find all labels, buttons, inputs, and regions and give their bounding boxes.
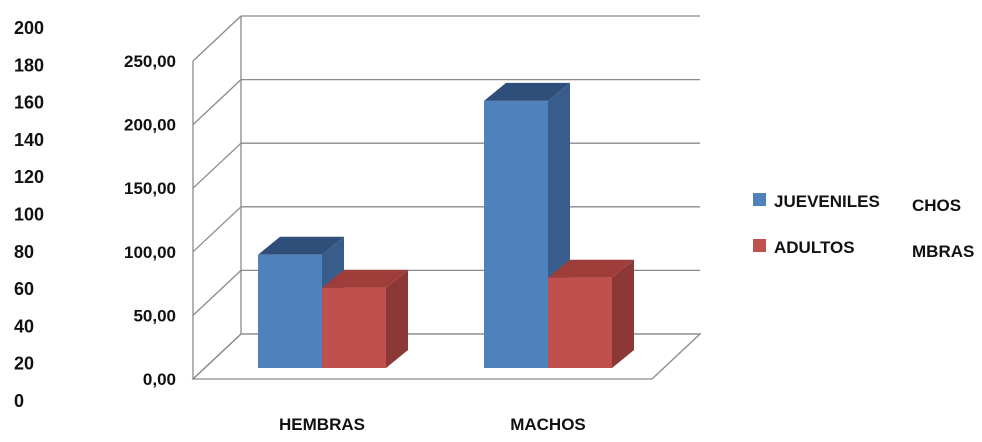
background-axis-tick: 20 xyxy=(14,354,34,374)
y-tick-label: 50,00 xyxy=(133,306,176,325)
y-tick-label: 100,00 xyxy=(124,243,176,262)
y-tick-label: 0,00 xyxy=(143,370,176,389)
bar xyxy=(484,100,548,368)
background-axis-tick: 100 xyxy=(14,205,44,225)
bar-top xyxy=(258,236,344,255)
y-tick-label: 250,00 xyxy=(124,52,176,71)
bar-top xyxy=(484,82,570,101)
gridline-side xyxy=(192,269,242,316)
gridline-side xyxy=(192,142,242,189)
gridline-side xyxy=(192,206,242,253)
y-tick-label: 150,00 xyxy=(124,179,176,198)
background-axis-tick: 0 xyxy=(14,391,24,411)
bar xyxy=(258,254,322,368)
background-legend-label: CHOS xyxy=(912,196,961,215)
legend-swatch xyxy=(753,239,766,252)
bar-side xyxy=(386,269,408,368)
gridline-side xyxy=(192,15,242,62)
bar-top xyxy=(548,259,634,278)
background-axis-tick: 160 xyxy=(14,93,44,113)
legend-label: JUEVENILES xyxy=(774,192,880,211)
background-legend-label: MBRAS xyxy=(912,242,974,261)
legend-swatch xyxy=(753,193,766,206)
background-axis-tick: 140 xyxy=(14,130,44,150)
x-tick-label: MACHOS xyxy=(510,415,586,434)
background-axis-tick: 180 xyxy=(14,55,44,75)
bar-top xyxy=(322,269,408,288)
gridline-side xyxy=(192,79,242,126)
bar xyxy=(548,277,612,368)
x-tick-label: HEMBRAS xyxy=(279,415,365,434)
floor xyxy=(191,333,702,380)
bar-side xyxy=(612,259,634,368)
bar xyxy=(322,287,386,368)
background-axis-tick: 200 xyxy=(14,18,44,38)
background-axis-tick: 60 xyxy=(14,279,34,299)
background-axis-tick: 40 xyxy=(14,316,34,336)
background-axis-tick: 120 xyxy=(14,167,44,187)
legend-label: ADULTOS xyxy=(774,238,855,257)
y-tick-label: 200,00 xyxy=(124,116,176,135)
background-axis-tick: 80 xyxy=(14,242,34,262)
